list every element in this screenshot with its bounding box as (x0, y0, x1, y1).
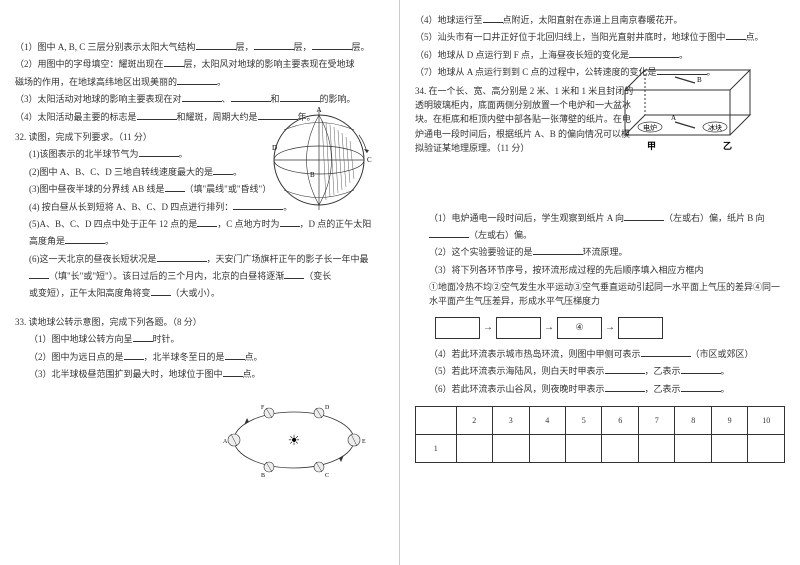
svg-text:☀: ☀ (288, 434, 301, 449)
flow-box-2 (496, 317, 541, 339)
box-diagram: B A 电炉 冰块 甲 乙 (615, 60, 760, 155)
orbit-diagram: ☀ A E F D B C (219, 395, 369, 485)
q34-1c: （左或右）偏。 (415, 228, 785, 242)
q34-3t: （3）将下列各环节序号，按环流形成过程的先后顺序填入相应方框内 (415, 263, 785, 277)
q31-2c: 磁场的作用，在地球高纬地区出现美丽的。 (15, 75, 384, 89)
svg-text:冰块: 冰块 (708, 123, 722, 132)
flow-box-3: ④ (557, 317, 602, 339)
q33-title: 33. 读地球公转示意图，完成下列各题。（8 分） (15, 315, 384, 329)
q32-6e: 或变短），正午太阳高度角将变（大或小）。 (15, 286, 384, 300)
q32-6c: （填"长"或"短"）。该日过后的三个月内，北京的白昼将逐渐（变长 (15, 269, 384, 283)
svg-text:A: A (316, 106, 321, 114)
svg-text:C: C (325, 473, 329, 479)
arrow-icon: → (544, 322, 554, 333)
q33-4: （4）地球运行至点附近，太阳直射在赤道上且南京春暖花开。 (415, 13, 785, 27)
table-cell: 2 (456, 407, 492, 435)
q34-6: （6）若此环流表示山谷风，则夜晚时甲表示，乙表示。 (415, 382, 785, 396)
svg-text:D: D (272, 144, 277, 152)
q34-5: （5）若此环流表示海陆风，则白天时甲表示，乙表示。 (415, 364, 785, 378)
q32-5d: 高度角是。 (15, 234, 384, 248)
arrow-icon: → (605, 322, 615, 333)
svg-text:B: B (310, 171, 315, 179)
left-column: （1）图中 A, B, C 三层分别表示太阳大气结构层，层，层。 （2）用图中的… (0, 0, 400, 565)
flow-box-4 (618, 317, 663, 339)
arrow-icon: → (483, 322, 493, 333)
svg-text:甲: 甲 (647, 141, 656, 151)
svg-text:电炉: 电炉 (643, 123, 657, 132)
table-cell: 4 (529, 407, 565, 435)
svg-text:A: A (223, 439, 228, 445)
table-cell (711, 435, 747, 463)
svg-text:B: B (261, 473, 265, 479)
table-cell: 5 (566, 407, 602, 435)
table-cell (748, 435, 785, 463)
table-cell (456, 435, 492, 463)
table-cell (416, 407, 457, 435)
flow-box-1 (435, 317, 480, 339)
table-cell (602, 435, 638, 463)
q34-3d: ①地面冷热不均②空气发生水平运动③空气垂直运动引起同一水平面上气压的差异④同一水… (415, 280, 785, 309)
svg-text:D: D (325, 405, 330, 411)
table-cell (675, 435, 711, 463)
table-cell (493, 435, 529, 463)
q34-4: （4）若此环流表示城市热岛环流，则图中甲侧可表示（市区或郊区） (415, 347, 785, 361)
q32-6: (6)这一天北京的昼夜长短状况是，天安门广场旗杆正午的影子长一年中最 (15, 252, 384, 266)
table-cell (529, 435, 565, 463)
q33-5: （5）汕头市有一口井正好位于北回归线上，当阳光直射井底时，地球位于图中点。 (415, 30, 785, 44)
q33-2: （2）图中为远日点的是，北半球冬至日的是点。 (15, 350, 384, 364)
answer-table: 2 3 4 5 6 7 8 9 10 1 (415, 406, 785, 463)
q33-1: （1）图中地球公转方向呈时针。 (15, 332, 384, 346)
svg-text:A: A (671, 114, 676, 122)
table-row: 2 3 4 5 6 7 8 9 10 (416, 407, 785, 435)
q34-2: （2）这个实验要验证的是环流原理。 (415, 245, 785, 259)
table-cell: 7 (638, 407, 674, 435)
q31-1: （1）图中 A, B, C 三层分别表示太阳大气结构层，层，层。 (15, 40, 384, 54)
right-column: （4）地球运行至点附近，太阳直射在赤道上且南京春暖花开。 （5）汕头市有一口井正… (400, 0, 800, 565)
globe-diagram: A C D B (264, 105, 374, 215)
table-cell: 1 (416, 435, 457, 463)
q32-5: (5)A、B、C、D 四点中处于正午 12 点的是，C 点地方时为，D 点的正午… (15, 217, 384, 231)
q33-3: （3）北半球极昼范围扩到最大时，地球位于图中点。 (15, 367, 384, 381)
table-cell (566, 435, 602, 463)
svg-text:B: B (697, 76, 702, 84)
flowchart: → → ④ → (435, 317, 785, 339)
q31-2: （2）用图中的字母填空：耀斑出现在层，太阳风对地球的影响主要表现在受地球 (15, 57, 384, 71)
table-row: 1 (416, 435, 785, 463)
svg-text:C: C (367, 156, 372, 164)
q34-1: （1）电炉通电一段时间后，学生观察到纸片 A 向（左或右）偏，纸片 B 向 (415, 211, 785, 225)
table-cell: 8 (675, 407, 711, 435)
svg-text:F: F (261, 405, 265, 411)
table-cell: 3 (493, 407, 529, 435)
table-cell (638, 435, 674, 463)
table-cell: 6 (602, 407, 638, 435)
svg-text:E: E (362, 439, 366, 445)
table-cell: 10 (748, 407, 785, 435)
table-cell: 9 (711, 407, 747, 435)
svg-text:乙: 乙 (723, 141, 732, 151)
